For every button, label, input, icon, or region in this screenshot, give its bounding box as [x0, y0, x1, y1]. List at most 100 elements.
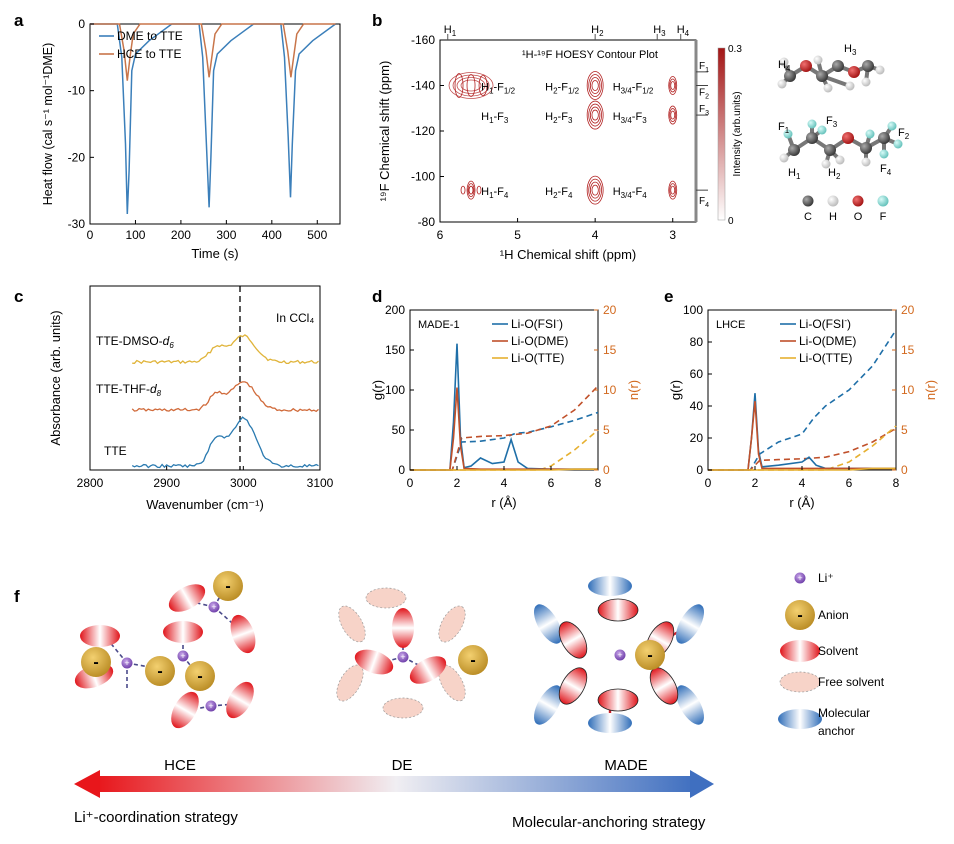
anion-sign: - — [93, 654, 98, 671]
coordination-line-0 — [708, 329, 897, 471]
y-tick-label: -100 — [411, 170, 435, 184]
x-tick-label: 3100 — [307, 476, 334, 490]
y-tick-label: -30 — [68, 217, 86, 231]
molecule-label: F3 — [826, 115, 838, 129]
legend-label: Li-O(TTE) — [511, 351, 564, 365]
legend-label: Li-O(FSI-) — [799, 316, 851, 331]
panel-a-xlabel: Time (s) — [191, 246, 238, 261]
anion-sign: - — [197, 668, 202, 685]
legend-label-hce: HCE to TTE — [117, 47, 181, 61]
spectrum-line-1 — [131, 381, 319, 413]
coordination-line-2 — [410, 429, 599, 471]
panel-b-xlabel: ¹H Chemical shift (ppm) — [500, 247, 637, 262]
anion-sign: - — [797, 607, 802, 624]
contour-ring — [669, 108, 677, 122]
molecular-anchor — [588, 713, 632, 733]
contour-ring — [467, 183, 475, 198]
peak-label: H1-F1/2 — [481, 82, 515, 96]
atom-c — [862, 60, 874, 72]
top-label: H1 — [444, 24, 457, 38]
panel-label-f: f — [14, 587, 20, 606]
molecule-label: F4 — [880, 163, 892, 177]
panel-b-chart: ¹H-¹⁹F HOESY Contour Plot H1-F1/2 H2-F1/2… — [377, 24, 743, 262]
molecular-anchor — [676, 685, 704, 725]
legend-atom-f — [877, 195, 889, 207]
panel-b-colorbar — [717, 47, 726, 221]
li-ion — [121, 657, 133, 669]
panel-d-frame — [409, 309, 599, 471]
coordination-line-2 — [708, 425, 897, 471]
legend-free-solvent-label: Free solvent — [818, 675, 885, 689]
contour-ring — [669, 78, 677, 93]
spectrum-line-2 — [131, 416, 319, 469]
panel-label-d: d — [372, 287, 382, 306]
atom-c — [824, 144, 836, 156]
anion-sign: - — [470, 652, 475, 669]
free-solvent — [438, 605, 466, 643]
anion-sign: - — [647, 647, 652, 664]
anion — [458, 645, 488, 675]
molecular-anchor — [534, 604, 562, 644]
rdf-line-0 — [410, 343, 598, 471]
anion — [213, 571, 243, 601]
x-tick-label: 2900 — [153, 476, 180, 490]
atom-h — [813, 55, 823, 65]
li-ion — [208, 601, 220, 613]
x-tick-label: 5 — [514, 228, 521, 242]
panel-c-annotation: In CCl₄ — [276, 311, 314, 325]
coordination-line-1 — [410, 385, 599, 471]
li-ion — [397, 651, 409, 663]
li-sign: + — [208, 701, 213, 711]
strategy-arrow-left-head — [74, 770, 100, 798]
atom-c — [784, 70, 796, 82]
peak-label: H3/4-F1/2 — [613, 82, 654, 96]
y-tick-label: 60 — [690, 367, 704, 381]
x-tick-label: 3 — [669, 228, 676, 242]
atom-h — [835, 155, 845, 165]
legend-atom-o — [852, 195, 864, 207]
panel-c-ylabel: Absorbance (arb. units) — [48, 310, 63, 445]
molecule-label: F1 — [778, 121, 790, 135]
free-solvent — [382, 697, 424, 719]
free-solvent — [338, 605, 366, 643]
contour-ring — [589, 181, 601, 199]
contour-ring — [591, 184, 599, 196]
atom-h — [779, 153, 789, 163]
atom-c — [806, 132, 818, 144]
contour-ring — [468, 185, 474, 195]
right-label: F3 — [699, 104, 709, 117]
li-ion — [614, 649, 626, 661]
y-right-tick-label: 15 — [603, 343, 617, 357]
x-tick-label: 100 — [125, 228, 145, 242]
atom-c — [878, 132, 890, 144]
series-line-dme — [90, 23, 336, 215]
contour-ring — [668, 180, 678, 200]
contour-ring — [588, 74, 602, 97]
y-tick-label: 20 — [690, 431, 704, 445]
peak-label: H2-F1/2 — [545, 82, 579, 96]
y-tick-label: 50 — [392, 423, 406, 437]
contour-ring — [454, 73, 464, 98]
colorbar-min: 0 — [728, 216, 734, 227]
contour-ring — [668, 76, 678, 95]
spectrum-line-0 — [132, 334, 319, 365]
atom-h — [823, 83, 833, 93]
contour-ring — [466, 180, 476, 200]
legend-label-dme: DME to TTE — [117, 29, 183, 43]
atom-o — [842, 132, 854, 144]
contour-ring — [589, 77, 601, 94]
legend-atom-h — [827, 195, 839, 207]
strategy-right-label: Molecular-anchoring strategy — [512, 814, 706, 831]
contour-ring — [669, 183, 677, 198]
legend-atom-c — [802, 195, 814, 207]
right-label: F2 — [699, 88, 709, 101]
li-sign: + — [617, 650, 622, 660]
y-right-tick-label: 0 — [603, 463, 610, 477]
contour-ring — [670, 110, 676, 120]
contour-ring — [586, 71, 604, 100]
colorbar-label: Intensity (arb.units) — [732, 91, 743, 176]
peak-label: H2-F4 — [545, 186, 573, 200]
